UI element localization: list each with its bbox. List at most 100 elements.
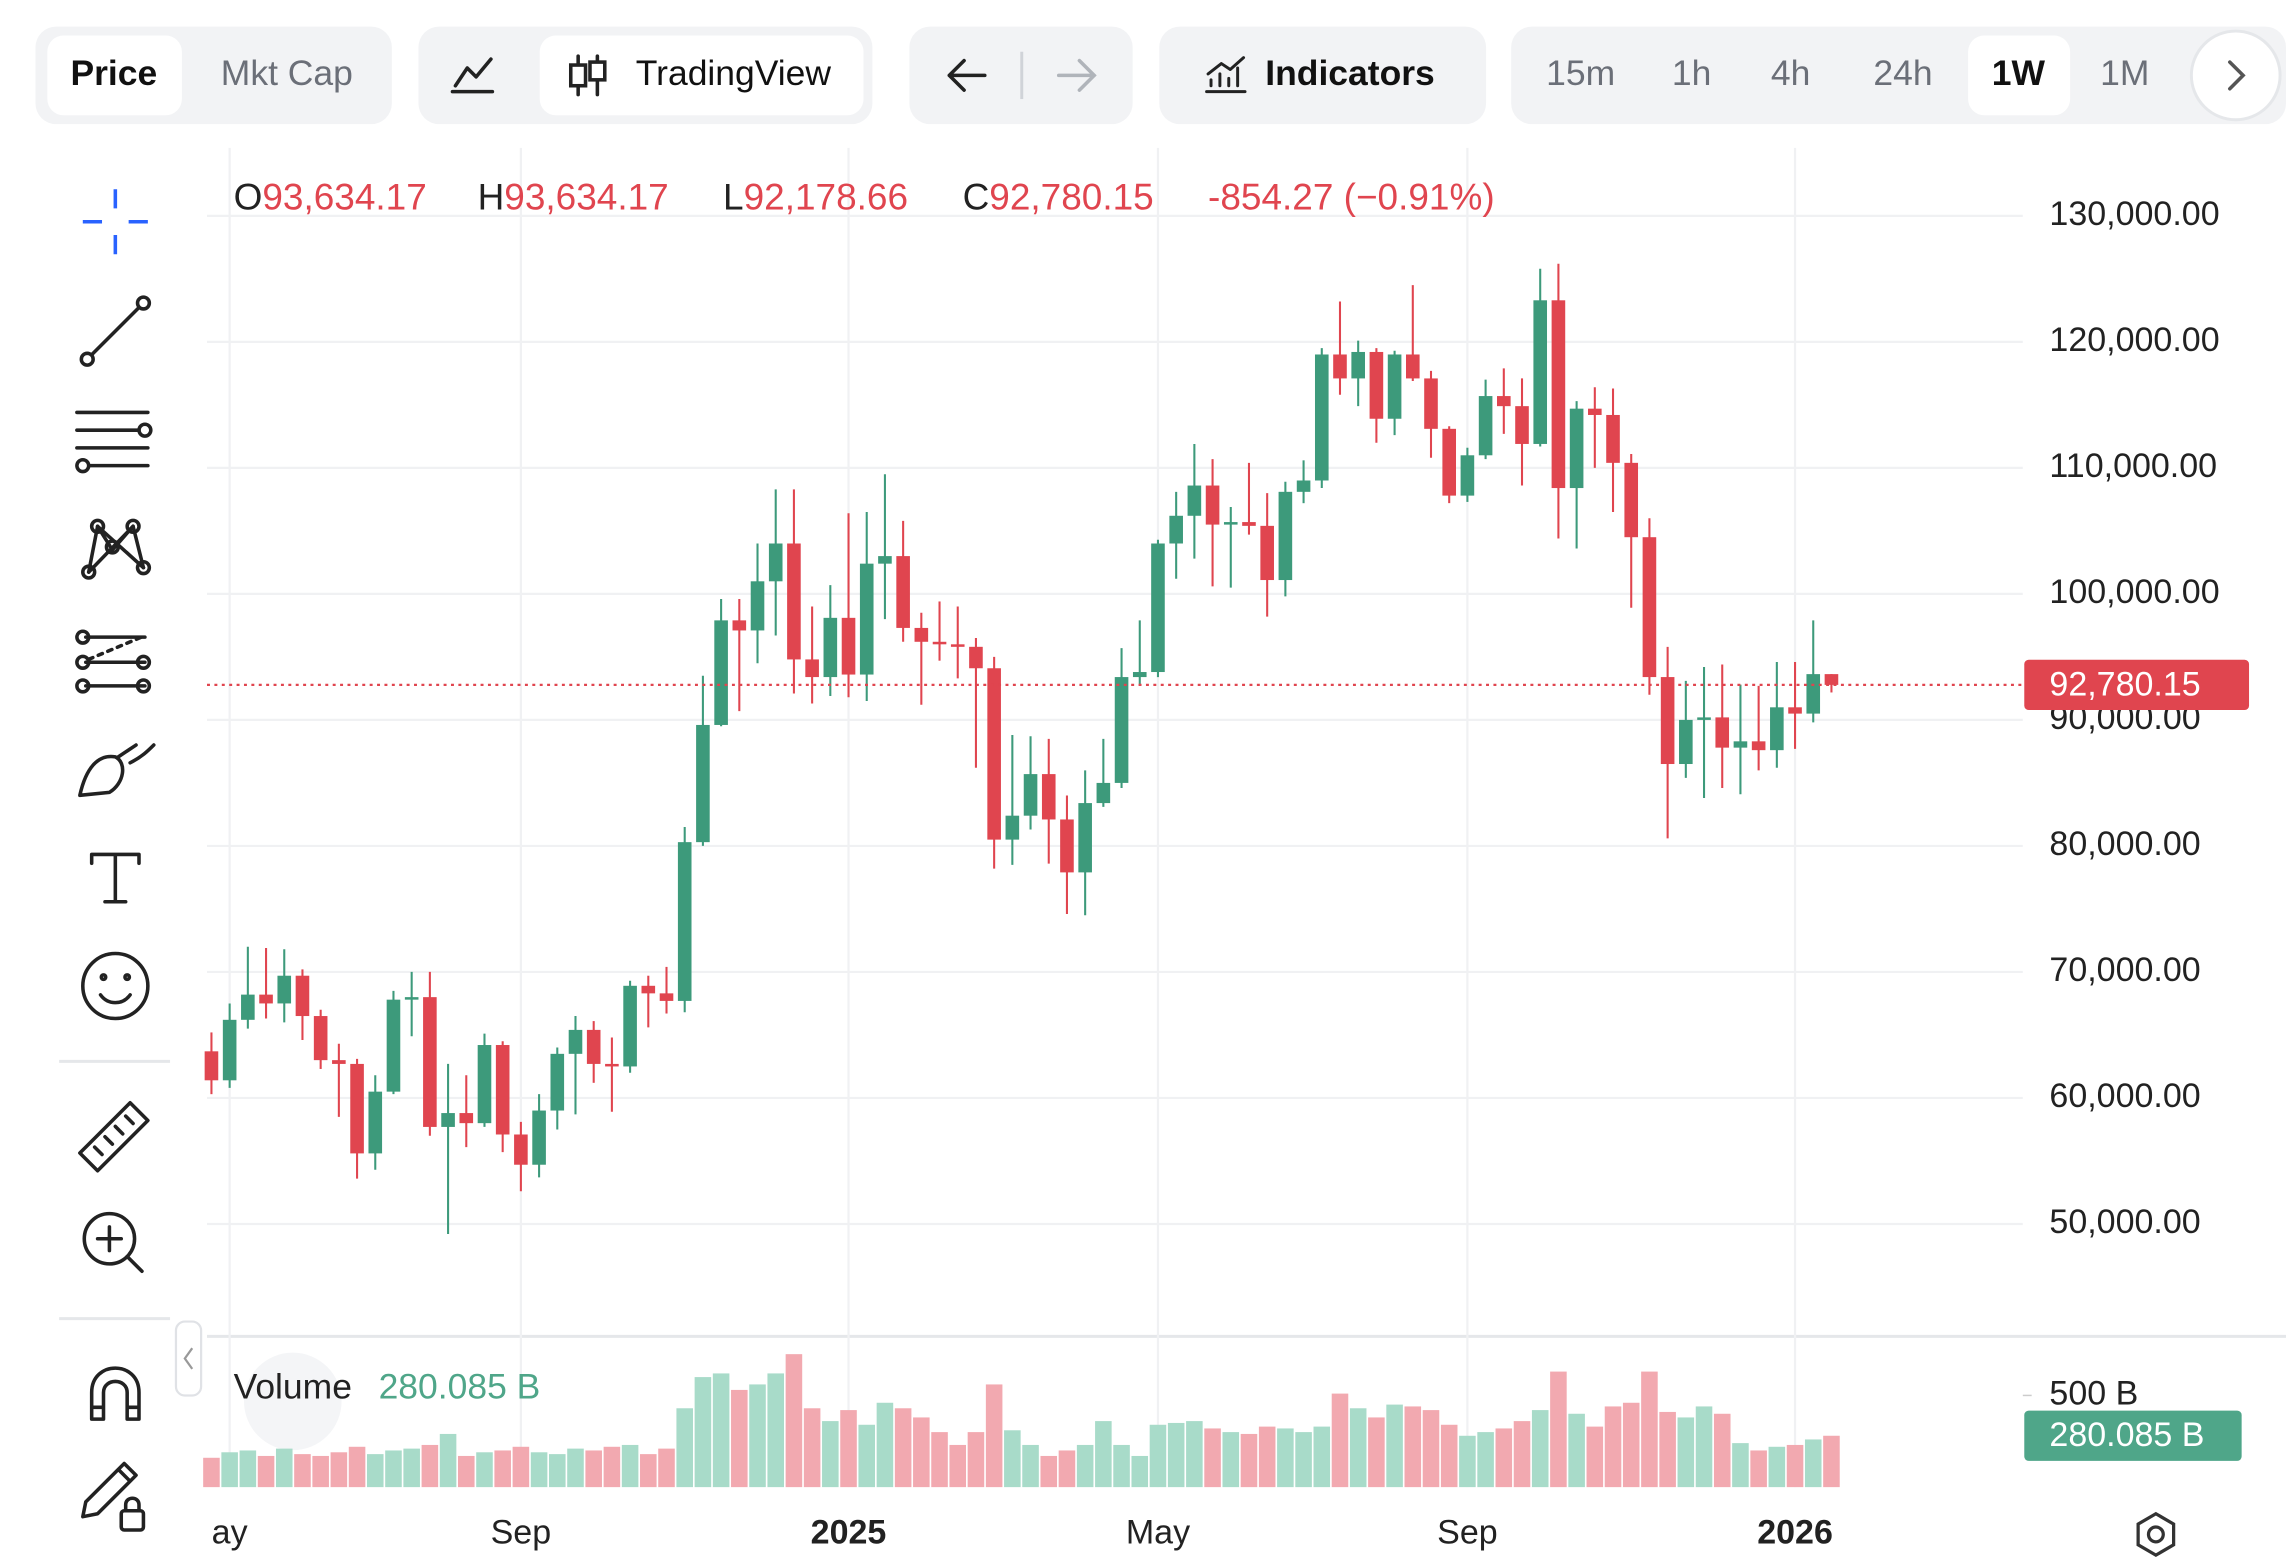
candle-body — [896, 556, 910, 628]
volume-bar — [840, 1410, 857, 1488]
volume-bar — [603, 1446, 621, 1488]
text-tool[interactable] — [89, 852, 141, 904]
volume-bar — [1586, 1426, 1604, 1488]
volume-bar — [1022, 1444, 1039, 1488]
tab[interactable]: Mkt Cap — [221, 53, 353, 93]
volume-bar — [1440, 1424, 1458, 1488]
candle-body — [605, 1063, 619, 1067]
tab-selected-bg — [1968, 35, 2071, 116]
volume-bar — [1713, 1413, 1731, 1488]
candle-body — [1023, 774, 1038, 816]
candle-body — [1788, 707, 1802, 714]
settings-button[interactable] — [2136, 1511, 2176, 1558]
volume-bar — [858, 1424, 876, 1488]
volume-tick-label: 500 B — [2049, 1374, 2138, 1412]
volume-value: 280.085 B — [379, 1367, 541, 1407]
candle-body — [1624, 462, 1639, 538]
chevron — [183, 1347, 194, 1370]
magnet-tool[interactable] — [89, 1366, 141, 1421]
candle-body — [1369, 351, 1384, 419]
candle-body — [623, 985, 637, 1067]
indicators-button[interactable]: Indicators — [1265, 53, 1435, 93]
tab[interactable]: TradingView — [636, 53, 832, 93]
ohlc-value: 92,780.15 — [989, 176, 1153, 217]
volume-bar — [640, 1454, 657, 1488]
candle-body — [1442, 428, 1457, 496]
candle-body — [1424, 378, 1438, 429]
volume-bar — [1495, 1428, 1513, 1488]
volume-bar — [967, 1432, 985, 1488]
indicators-button-bg — [1159, 26, 1487, 125]
scroll-button[interactable] — [2189, 29, 2282, 122]
ohlc-value: 93,634.17 — [504, 176, 668, 217]
candle-body — [441, 1113, 455, 1127]
volume-bar — [239, 1450, 257, 1488]
volume-bar — [1095, 1421, 1112, 1488]
ohlc-readout: O93,634.17 — [234, 176, 427, 217]
volume-bar — [712, 1373, 730, 1488]
candle-body — [1460, 455, 1475, 496]
chart: ay Sep 2025 May Sep 2026 50,000.00 60,000.00 70,… — [203, 147, 2250, 1551]
candle-body — [514, 1134, 528, 1165]
candle-body — [368, 1091, 383, 1154]
timeframe[interactable]: 4h — [1771, 53, 1810, 93]
volume-tag — [2024, 1410, 2242, 1461]
volume-bar — [876, 1402, 894, 1488]
volume-bar — [1222, 1432, 1240, 1488]
volume-bar — [1240, 1433, 1258, 1488]
candle-body — [805, 659, 819, 678]
zoom-tool[interactable] — [82, 1211, 144, 1274]
candle-body — [1751, 741, 1766, 751]
line-chart-icon[interactable] — [450, 57, 495, 94]
volume-bar — [1186, 1421, 1203, 1488]
candle-body — [1205, 485, 1220, 525]
x-tick-label: May — [1126, 1513, 1190, 1551]
volume-bar — [439, 1433, 457, 1488]
emoji-tool[interactable] — [81, 951, 150, 1021]
volume-bar — [913, 1417, 930, 1488]
candle-icon-body — [568, 63, 588, 88]
volume-bar — [1076, 1444, 1094, 1488]
volume-bar — [1550, 1371, 1567, 1488]
candle-body — [841, 617, 856, 675]
crosshair-tool[interactable] — [82, 189, 148, 255]
candle-body — [787, 543, 801, 660]
forward-button[interactable] — [1056, 58, 1097, 92]
candle-body — [1497, 396, 1511, 407]
volume-bar — [1149, 1424, 1167, 1488]
volume-bar — [1695, 1406, 1713, 1488]
timeframe[interactable]: 15m — [1546, 53, 1615, 93]
volume-bar — [385, 1450, 402, 1488]
volume-bar — [949, 1444, 967, 1488]
candle-body — [1715, 717, 1730, 748]
trend-line-tool[interactable] — [79, 295, 152, 367]
candle-body — [1223, 522, 1238, 525]
volume-bar — [1568, 1413, 1585, 1488]
volume-bar — [1167, 1422, 1185, 1488]
lock-draw-tool[interactable] — [81, 1461, 146, 1532]
collapse-handle[interactable] — [174, 1320, 203, 1397]
ruler-tool[interactable] — [78, 1101, 150, 1173]
fib-tool[interactable] — [75, 629, 152, 694]
brush-tool[interactable] — [78, 743, 156, 798]
timeframe[interactable]: 1h — [1672, 53, 1711, 93]
volume-bar — [1768, 1446, 1786, 1488]
volume-bar — [1459, 1435, 1476, 1488]
pattern-tool[interactable] — [81, 518, 152, 580]
volume-bar — [1058, 1450, 1076, 1488]
timeframe[interactable]: 24h — [1873, 53, 1932, 93]
back-button[interactable] — [947, 58, 987, 92]
timeframe[interactable]: 1W — [1992, 53, 2046, 93]
candle-body — [1060, 819, 1074, 873]
volume-bar — [1404, 1406, 1422, 1488]
ohlc-key: L — [723, 176, 744, 217]
candle-body — [459, 1113, 474, 1124]
tab[interactable]: Price — [70, 53, 157, 93]
volume-bar — [567, 1448, 584, 1488]
horizontal-lines-tool[interactable] — [75, 410, 153, 474]
candle-body — [641, 985, 656, 994]
candle-body — [750, 581, 765, 631]
x-tick-label: 2026 — [1757, 1513, 1833, 1551]
timeframe[interactable]: 1M — [2100, 53, 2149, 93]
